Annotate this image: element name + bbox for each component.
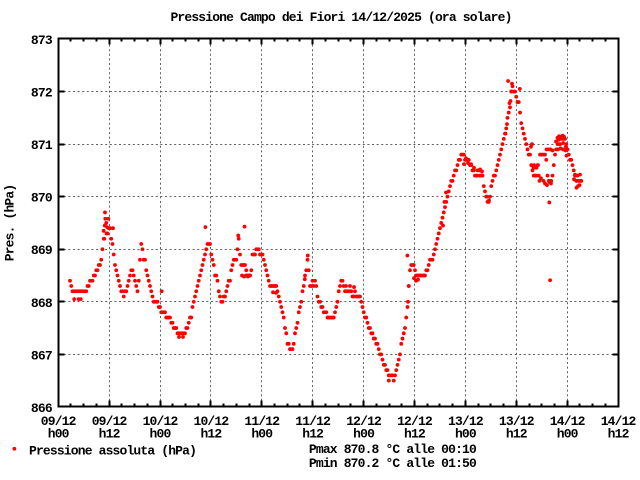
- svg-text:867: 867: [31, 348, 52, 363]
- svg-text:Pres. (hPa): Pres. (hPa): [3, 185, 18, 262]
- svg-text:Pmax 870.8 °C alle 00:10: Pmax 870.8 °C alle 00:10: [309, 442, 477, 457]
- svg-text:09/12: 09/12: [41, 414, 77, 429]
- svg-text:Pressione Campo dei Fiori 14/1: Pressione Campo dei Fiori 14/12/2025 (or…: [170, 10, 511, 25]
- svg-text:h00: h00: [251, 427, 273, 442]
- svg-text:Pmin 870.2 °C alle 01:50: Pmin 870.2 °C alle 01:50: [309, 456, 477, 471]
- svg-text:h00: h00: [455, 427, 477, 442]
- svg-text:h12: h12: [506, 427, 528, 442]
- svg-text:h00: h00: [353, 427, 375, 442]
- svg-text:12/12: 12/12: [397, 414, 433, 429]
- svg-text:Pressione assoluta (hPa): Pressione assoluta (hPa): [29, 444, 196, 459]
- svg-text:h12: h12: [404, 427, 426, 442]
- svg-text:12/12: 12/12: [346, 414, 382, 429]
- svg-text:h12: h12: [99, 427, 121, 442]
- svg-text:13/12: 13/12: [448, 414, 484, 429]
- svg-text:h00: h00: [48, 427, 70, 442]
- svg-text:09/12: 09/12: [92, 414, 128, 429]
- svg-text:873: 873: [31, 33, 53, 48]
- svg-text:h12: h12: [302, 427, 324, 442]
- svg-text:868: 868: [31, 296, 53, 311]
- svg-text:14/12: 14/12: [601, 414, 637, 429]
- svg-text:869: 869: [31, 243, 53, 258]
- svg-text:13/12: 13/12: [499, 414, 535, 429]
- svg-text:14/12: 14/12: [550, 414, 586, 429]
- svg-text:872: 872: [31, 86, 53, 101]
- svg-text:871: 871: [31, 138, 53, 153]
- svg-text:h00: h00: [557, 427, 579, 442]
- svg-text:866: 866: [31, 401, 53, 416]
- svg-text:h00: h00: [150, 427, 172, 442]
- svg-text:10/12: 10/12: [193, 414, 229, 429]
- svg-text:10/12: 10/12: [143, 414, 179, 429]
- svg-text:h12: h12: [608, 427, 630, 442]
- svg-text:11/12: 11/12: [244, 414, 280, 429]
- svg-text:11/12: 11/12: [295, 414, 331, 429]
- svg-text:h12: h12: [200, 427, 222, 442]
- svg-text:870: 870: [31, 191, 53, 206]
